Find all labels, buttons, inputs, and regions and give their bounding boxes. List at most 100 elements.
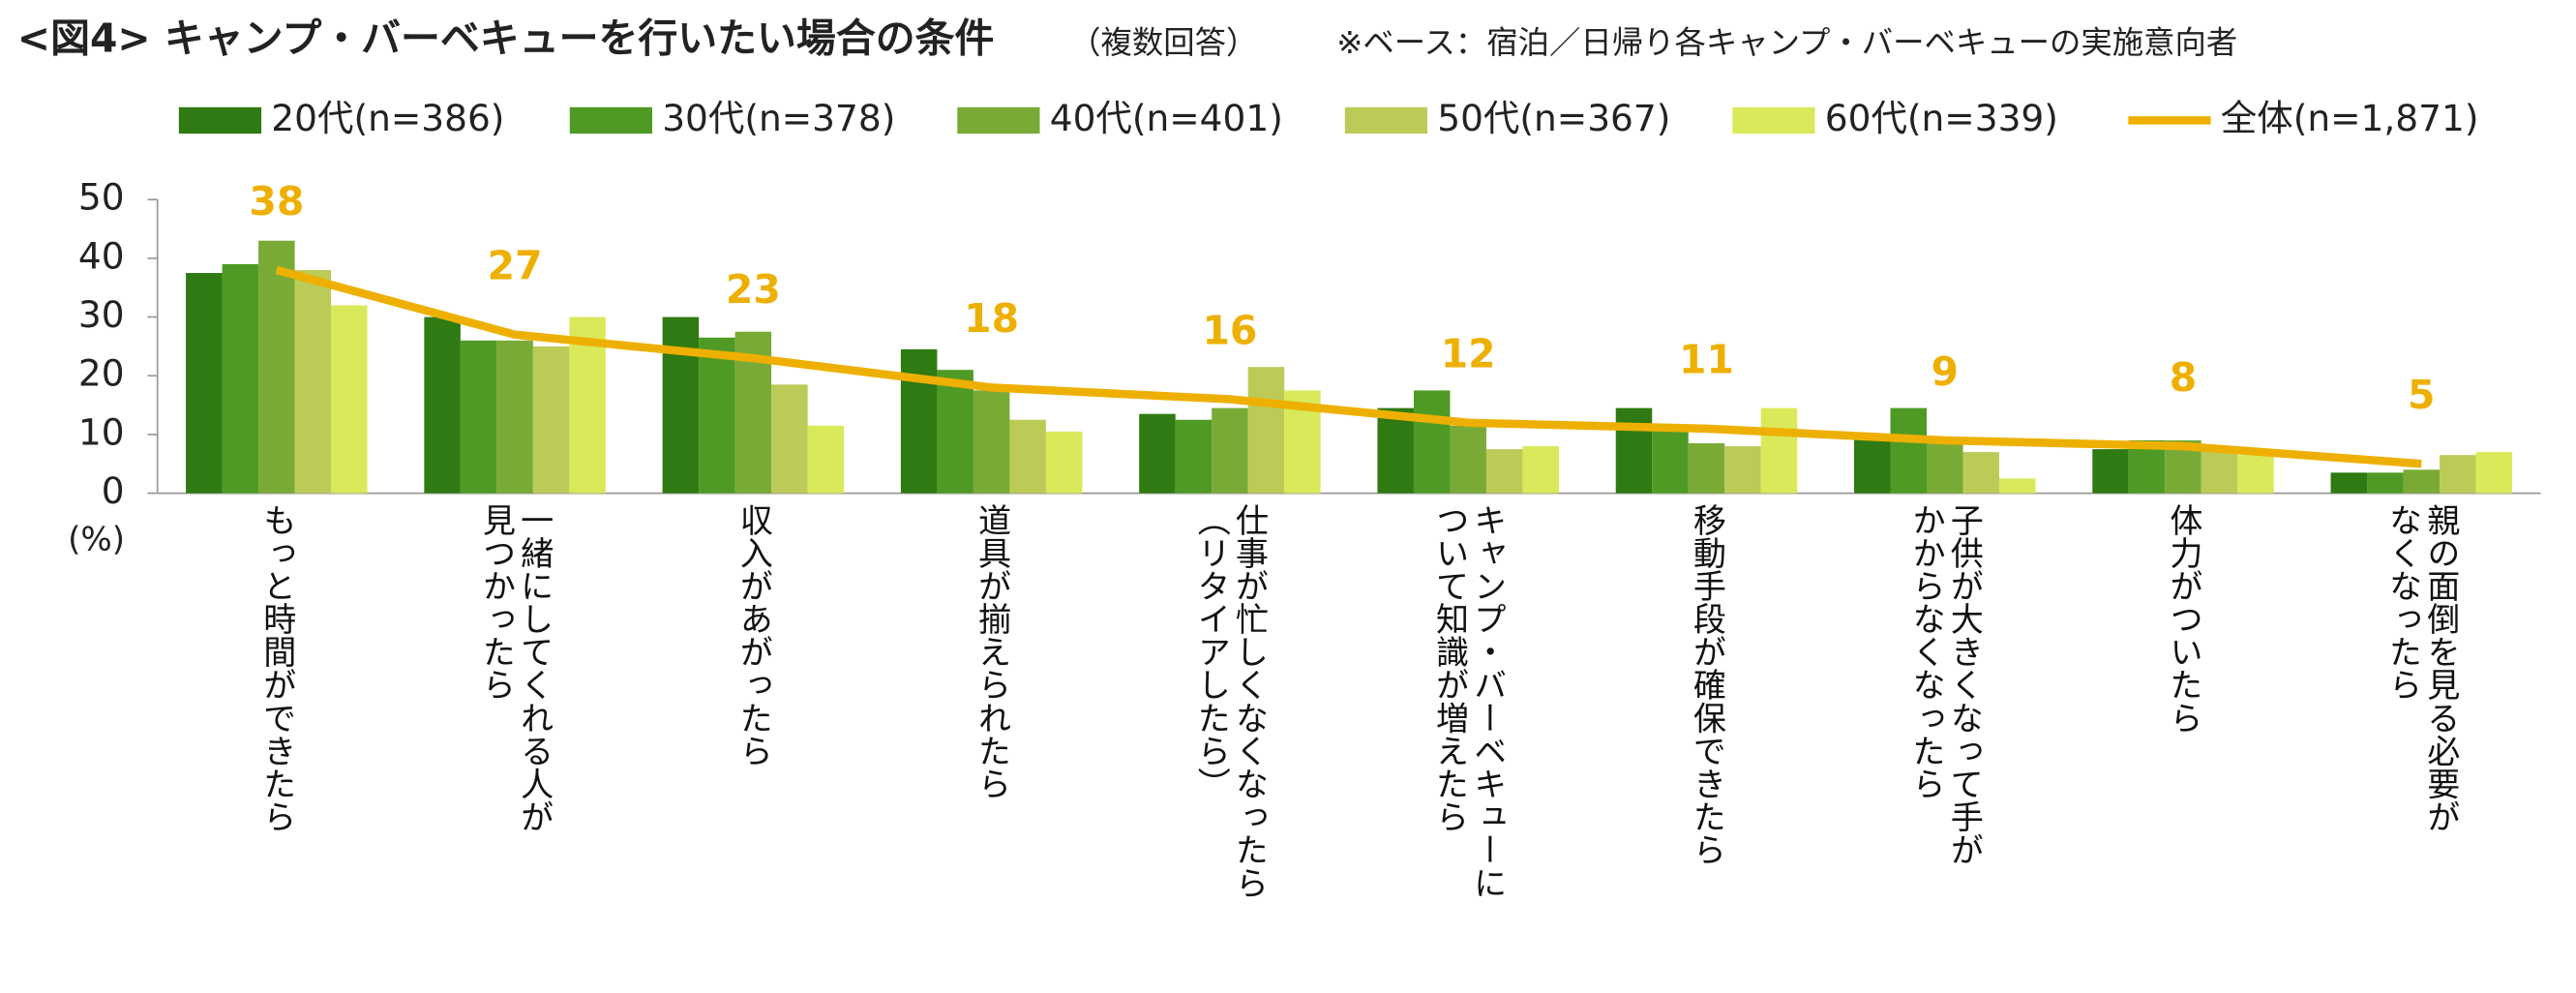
bar [1212, 407, 1248, 494]
bar [258, 240, 295, 494]
legend-label: 40代(n=401) [1050, 97, 1283, 139]
x-label-box: 親の面倒を見る必要が なくなったら [2306, 503, 2537, 990]
bar [222, 263, 259, 494]
data-label: 23 [726, 266, 781, 313]
bar [1009, 419, 1046, 494]
y-tick-label: 40 [78, 234, 125, 277]
x-tick-label: 一緒にしてくれる人が 見つかったら [476, 502, 555, 833]
data-label: 27 [488, 243, 543, 289]
data-label: 16 [1202, 307, 1257, 353]
x-tick-label: 収入があがったら [734, 502, 774, 767]
x-tick-label: 子供が大きくなって手が かからなくなったら [1906, 502, 1985, 866]
chart-title: <図4> キャンプ・バーベキューを行いたい場合の条件 [17, 15, 995, 62]
x-label-wrap: キャンプ・バーベキューに ついて知識が増えたら [1353, 503, 1584, 990]
x-tick-label: 体力がついたら [2164, 502, 2204, 735]
legend-swatch [957, 106, 1040, 135]
y-tick-label: 20 [78, 352, 125, 395]
legend-label: 30代(n=378) [662, 97, 895, 139]
bar [2367, 472, 2404, 494]
data-label: 18 [964, 295, 1019, 342]
x-label-wrap: 子供が大きくなって手が かからなくなったら [1829, 503, 2060, 990]
bar [807, 425, 845, 494]
chart-subtitle: （複数回答） [1069, 24, 1257, 61]
data-label: 38 [249, 178, 304, 225]
y-tick-label: 0 [102, 469, 125, 512]
bar [424, 316, 461, 494]
x-label-wrap: 道具が揃えられたら [876, 503, 1107, 990]
x-tick-label: 道具が揃えられたら [973, 502, 1012, 800]
legend-label: 20代(n=386) [271, 97, 504, 139]
legend-label: 60代(n=339) [1825, 97, 2058, 139]
bar [1615, 407, 1653, 494]
bar [2092, 449, 2129, 494]
x-label-wrap: 移動手段が確保できたら [1591, 503, 1822, 990]
x-label-box: もっと時間ができたら [162, 503, 393, 990]
bar [186, 273, 223, 494]
bar [699, 337, 735, 494]
y-tick-label: 10 [78, 410, 125, 453]
bar [1413, 390, 1451, 494]
y-unit: (%) [68, 521, 125, 559]
x-label-box: 道具が揃えられたら [876, 503, 1107, 990]
bar [331, 305, 368, 494]
bar [1377, 407, 1414, 494]
bar [2330, 472, 2368, 494]
legend-label: 50代(n=367) [1437, 97, 1670, 139]
legend-swatch [178, 106, 262, 135]
bar [1652, 428, 1689, 494]
legend-swatch [569, 106, 652, 135]
x-tick-label: 親の面倒を見る必要が なくなったら [2383, 502, 2462, 833]
legend-swatch [1732, 106, 1815, 135]
bar [2440, 455, 2476, 494]
bar [1890, 407, 1927, 494]
x-tick-label: キャンプ・バーベキューに ついて知識が増えたら [1429, 502, 1509, 899]
bar [532, 346, 570, 494]
bar [1962, 452, 1999, 494]
x-tick-label: 仕事が忙しくなくなったら （リタイアしたら） [1191, 502, 1270, 899]
bar [1522, 446, 1559, 494]
x-label-box: 体力がついたら [2068, 503, 2299, 990]
legend-swatch [1344, 106, 1428, 135]
x-tick-label: もっと時間ができたら [257, 502, 298, 833]
x-label-wrap: もっと時間ができたら [162, 503, 393, 990]
bar [973, 390, 1010, 494]
bar [460, 340, 497, 494]
bar [294, 270, 332, 494]
bar [1450, 425, 1486, 494]
x-label-box: 一緒にしてくれる人が 見つかったら [400, 503, 631, 990]
bar [2403, 469, 2441, 494]
data-label: 5 [2408, 372, 2435, 418]
x-label-box: 移動手段が確保できたら [1591, 503, 1822, 990]
bar [1998, 478, 2036, 494]
bar [1724, 446, 1761, 494]
x-label-wrap: 収入があがったら [638, 503, 869, 990]
legend-label: 全体(n=1,871) [2221, 97, 2479, 139]
bar [1760, 407, 1798, 494]
x-label-box: 子供が大きくなって手が かからなくなったら [1829, 503, 2060, 990]
bar [1926, 439, 1963, 494]
bar [1485, 449, 1523, 494]
bar [496, 340, 533, 494]
bar [1175, 419, 1213, 494]
bar [771, 384, 808, 494]
bar [1247, 367, 1285, 494]
line [275, 265, 2422, 468]
x-label-wrap: 体力がついたら [2068, 503, 2299, 990]
bar [2201, 446, 2238, 494]
data-label: 8 [2170, 354, 2197, 401]
bar [1854, 436, 1891, 494]
bar [2475, 452, 2513, 494]
y-tick-label: 30 [78, 293, 125, 336]
data-label: 12 [1441, 331, 1496, 377]
x-label-box: 仕事が忙しくなくなったら （リタイアしたら） [1191, 502, 1270, 899]
bar [937, 370, 973, 494]
x-label-wrap: 一緒にしてくれる人が 見つかったら [400, 503, 631, 990]
bar [2237, 455, 2274, 494]
y-tick-label: 50 [78, 176, 125, 219]
bar [900, 348, 938, 494]
x-tick-label: 移動手段が確保できたら [1687, 502, 1727, 866]
data-label: 9 [1932, 348, 1959, 395]
x-label-wrap: 親の面倒を見る必要が なくなったら [2306, 503, 2537, 990]
